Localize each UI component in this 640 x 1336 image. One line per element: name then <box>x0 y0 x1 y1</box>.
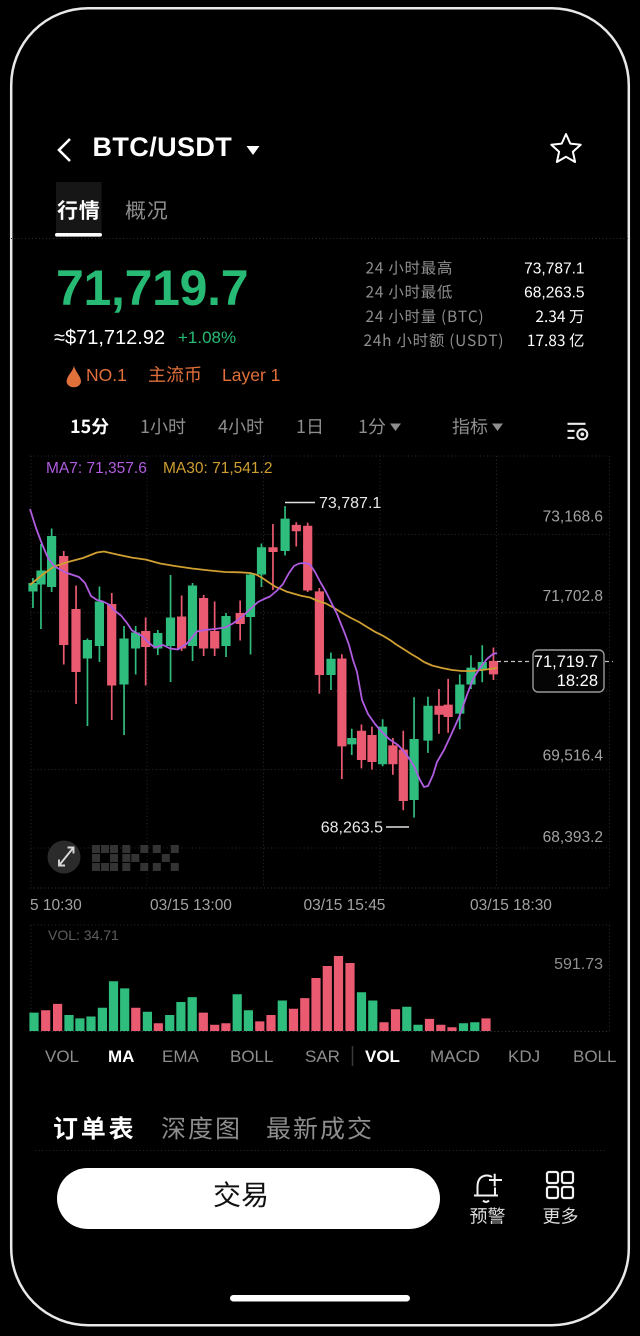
svg-text:MA: MA <box>108 1047 134 1066</box>
svg-text:VOL: VOL <box>365 1047 400 1066</box>
svg-text:VOL: VOL <box>45 1047 79 1066</box>
svg-text:VOL: 34.71: VOL: 34.71 <box>48 927 119 943</box>
svg-text:03/15 13:00: 03/15 13:00 <box>150 897 232 914</box>
svg-text:≈$71,712.92: ≈$71,712.92 <box>54 327 165 349</box>
svg-text:73,787.1: 73,787.1 <box>319 495 381 512</box>
svg-text:BOLL: BOLL <box>573 1047 616 1066</box>
svg-text:03/15 18:30: 03/15 18:30 <box>470 897 552 914</box>
svg-text:69,516.4: 69,516.4 <box>543 748 604 765</box>
svg-text:5 10:30: 5 10:30 <box>30 897 82 914</box>
svg-text:MA30: 71,541.2: MA30: 71,541.2 <box>163 460 272 477</box>
svg-text:591.73: 591.73 <box>554 956 603 973</box>
svg-text:BTC/USDT: BTC/USDT <box>93 132 233 162</box>
svg-text:68,393.2: 68,393.2 <box>543 829 603 846</box>
svg-text:71,719.7: 71,719.7 <box>56 260 248 316</box>
svg-text:68,263.5: 68,263.5 <box>321 820 383 837</box>
svg-text:NO.1: NO.1 <box>86 365 127 385</box>
svg-text:03/15 15:45: 03/15 15:45 <box>304 897 386 914</box>
svg-text:68,263.5: 68,263.5 <box>524 285 584 302</box>
svg-text:18:28: 18:28 <box>557 672 598 690</box>
svg-text:MA7: 71,357.6: MA7: 71,357.6 <box>46 460 147 477</box>
svg-text:EMA: EMA <box>162 1047 200 1066</box>
svg-text:+1.08%: +1.08% <box>178 328 236 347</box>
svg-text:73,168.6: 73,168.6 <box>543 509 603 526</box>
svg-text:71,702.8: 71,702.8 <box>543 588 603 605</box>
svg-text:MACD: MACD <box>430 1047 480 1066</box>
svg-text:KDJ: KDJ <box>508 1047 540 1066</box>
svg-text:Layer 1: Layer 1 <box>222 365 280 385</box>
svg-text:BOLL: BOLL <box>230 1047 273 1066</box>
svg-text:SAR: SAR <box>305 1047 340 1066</box>
svg-text:71,719.7: 71,719.7 <box>534 653 598 671</box>
svg-text:73,787.1: 73,787.1 <box>524 261 584 278</box>
